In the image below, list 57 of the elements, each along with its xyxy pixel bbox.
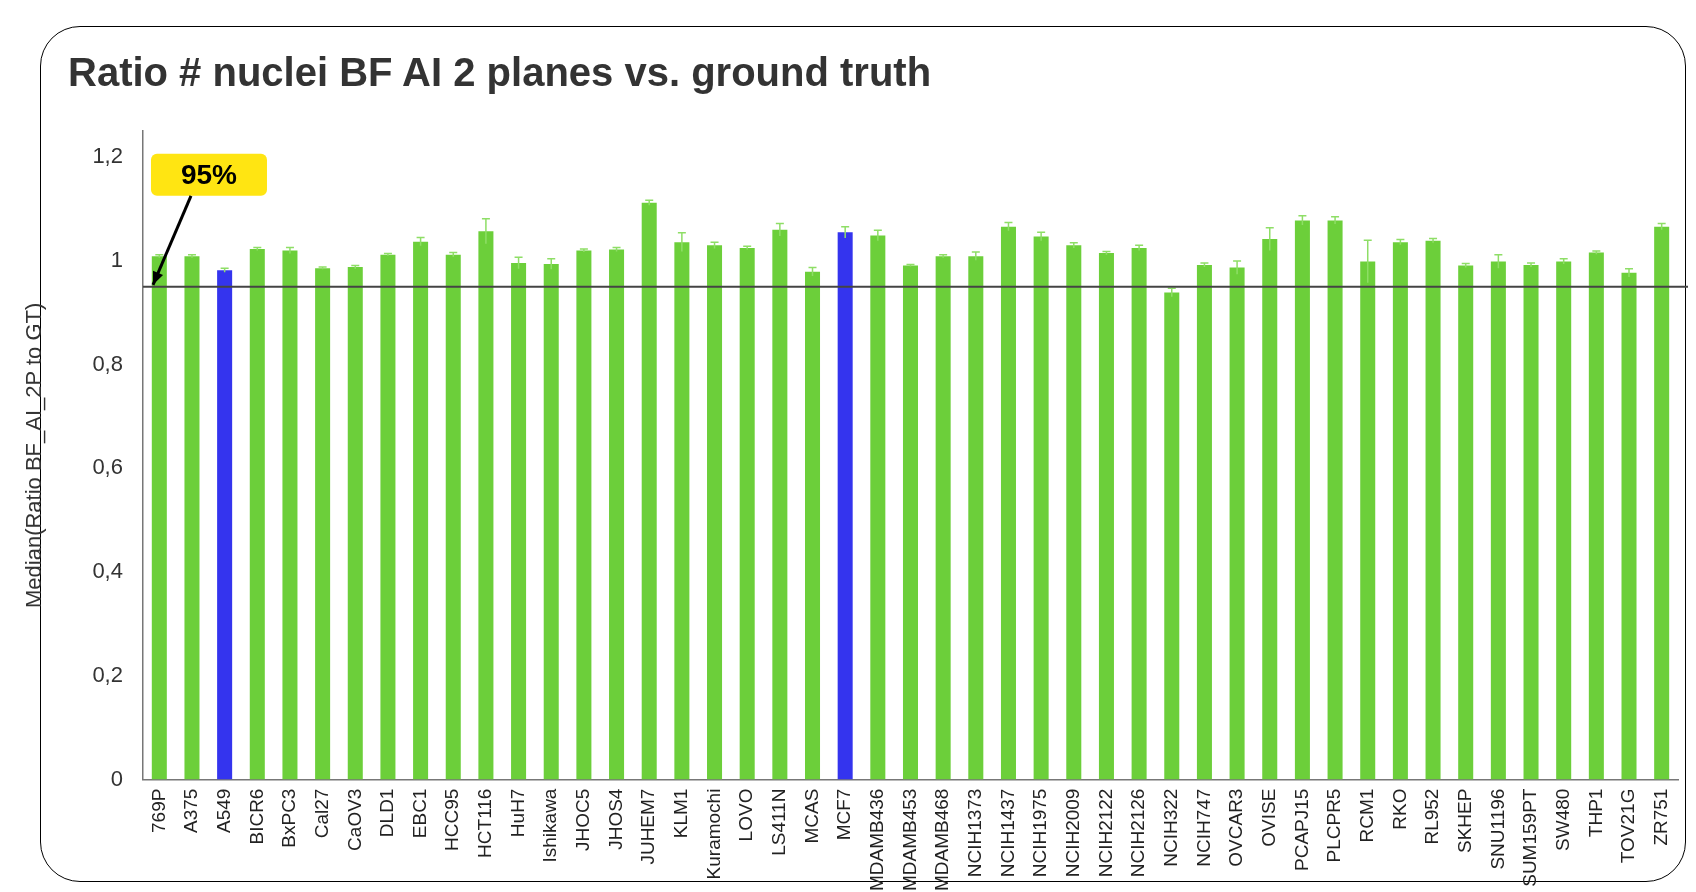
chart-title: Ratio # nuclei BF AI 2 planes vs. ground truth — [68, 50, 932, 95]
x-tick-label: KLM1 — [670, 788, 692, 839]
x-tick-label: NCIH322 — [1160, 788, 1182, 867]
x-tick-label: HuH7 — [506, 788, 528, 838]
x-tick-label: SKHEP — [1453, 788, 1475, 853]
x-tick-label: Cal27 — [310, 788, 332, 839]
ref-line-label: 95% — [180, 158, 238, 190]
x-tick-label: TOV21G — [1617, 788, 1639, 864]
y-tick-label: 1 — [110, 246, 123, 272]
y-tick-label: 0,8 — [92, 350, 123, 376]
x-tick-label: THP1 — [1584, 788, 1606, 838]
x-tick-label: Kuramochi — [702, 788, 724, 880]
x-tick-label: BxPC3 — [278, 788, 300, 848]
x-tick-label: NCIH1437 — [996, 788, 1018, 878]
y-tick-label: 0,6 — [92, 454, 123, 480]
x-tick-label: SNU1196 — [1486, 788, 1508, 870]
x-tick-label: LOVO — [735, 788, 757, 842]
x-tick-label: NCIH2009 — [1062, 788, 1084, 878]
x-tick-label: MDAMB453 — [898, 788, 920, 891]
x-tick-label: EBC1 — [408, 788, 430, 839]
x-tick-label: RCM1 — [1355, 788, 1377, 843]
x-tick-label: MDAMB436 — [866, 788, 888, 891]
x-tick-label: NCIH1373 — [964, 788, 986, 878]
x-tick-label: NCIH2126 — [1127, 788, 1149, 878]
x-tick-label: RKO — [1388, 788, 1410, 830]
x-tick-label: MCAS — [800, 788, 822, 844]
x-tick-label: HCC95 — [441, 788, 463, 851]
x-tick-label: NCIH1975 — [1029, 788, 1051, 878]
x-tick-label: A375 — [180, 788, 202, 833]
x-tick-label: SUM159PT — [1519, 788, 1541, 887]
x-tick-label: OVISE — [1257, 788, 1279, 847]
x-tick-label: PLCPR5 — [1323, 788, 1345, 863]
x-tick-label: 769P — [147, 788, 169, 833]
x-tick-label: Ishikawa — [539, 788, 561, 863]
x-tick-label: OVCAR3 — [1225, 788, 1247, 867]
x-tick-label: MDAMB468 — [931, 788, 953, 891]
y-tick-label: 1,2 — [92, 143, 123, 169]
x-tick-label: DLD1 — [376, 788, 398, 838]
x-tick-label: SW480 — [1551, 788, 1573, 851]
x-tick-label: JHOS4 — [604, 788, 626, 850]
y-axis-title: Median(Ratio BF_AI_2P to GT) — [21, 302, 47, 609]
y-tick-label: 0 — [110, 765, 123, 791]
x-tick-label: JHOC5 — [572, 788, 594, 851]
x-tick-label: NCIH747 — [1192, 788, 1214, 867]
x-tick-label: NCIH2122 — [1094, 788, 1116, 878]
y-tick-label: 0,4 — [92, 558, 123, 584]
x-tick-label: CaOV3 — [343, 788, 365, 851]
x-tick-label: HCT116 — [474, 788, 496, 858]
x-tick-label: LS411N — [768, 788, 790, 856]
x-tick-label: ZR751 — [1649, 788, 1671, 846]
x-tick-label: A549 — [212, 788, 234, 833]
x-tick-label: RL952 — [1421, 788, 1443, 845]
x-tick-label: PCAPJ15 — [1290, 788, 1312, 871]
y-tick-label: 0,2 — [92, 661, 123, 687]
x-tick-label: BICR6 — [245, 788, 267, 845]
x-tick-label: JUHEM7 — [637, 788, 659, 865]
x-tick-label: MCF7 — [833, 788, 855, 841]
